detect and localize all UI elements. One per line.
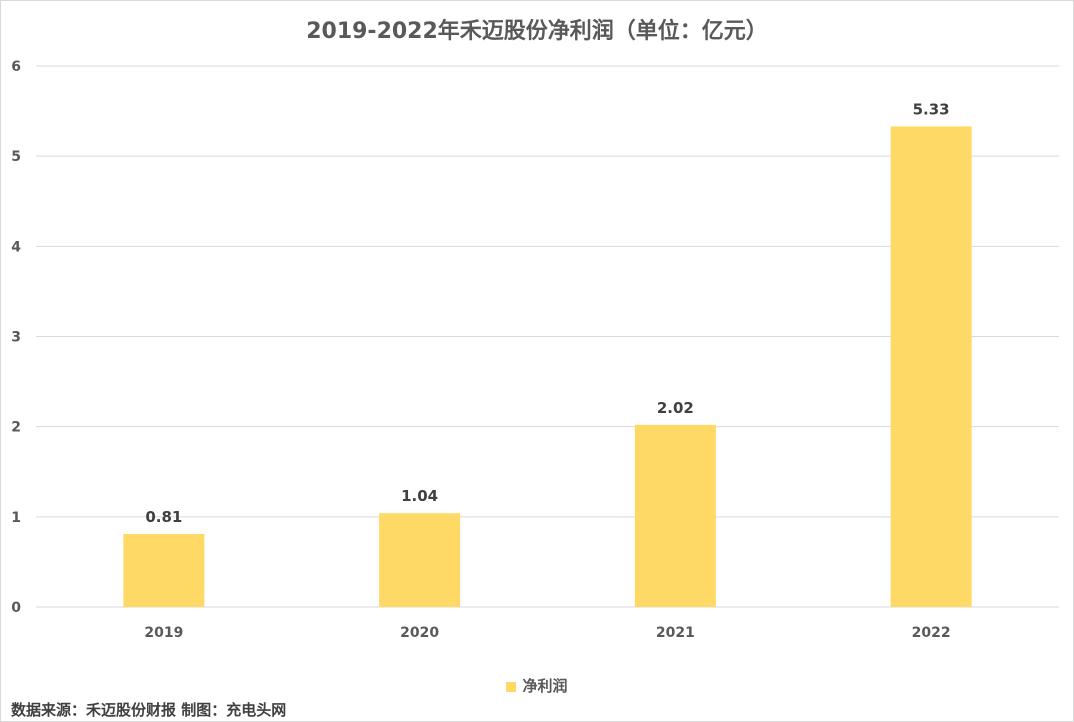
x-tick-label: 2019: [144, 625, 183, 641]
x-tick-label: 2022: [912, 625, 951, 641]
y-tick-label: 2: [11, 420, 21, 436]
bar: [123, 533, 205, 607]
bar: [634, 424, 716, 607]
y-tick-label: 5: [11, 149, 21, 165]
legend-label: 净利润: [522, 677, 568, 695]
bar: [379, 513, 461, 607]
y-tick-label: 1: [11, 510, 21, 526]
data-label: 1.04: [401, 487, 438, 505]
bar: [890, 126, 972, 607]
data-label: 0.81: [145, 508, 182, 526]
source-note: 数据来源：禾迈股份财报 制图：充电头网: [11, 701, 287, 719]
y-tick-label: 0: [11, 600, 21, 616]
x-tick-label: 2020: [400, 625, 439, 641]
data-label: 2.02: [657, 399, 694, 417]
chart-title: 2019-2022年禾迈股份净利润（单位：亿元）: [306, 19, 768, 44]
legend: 净利润: [1, 675, 1073, 696]
y-tick-label: 6: [11, 59, 21, 75]
y-tick-label: 4: [11, 239, 21, 255]
legend-swatch: [506, 681, 517, 692]
data-label: 5.33: [913, 100, 950, 118]
plot-area: 0 1 2 3 4 5 6 0.81 2019 1.04 2020 2.02 2021 5.33 2022: [11, 59, 1059, 641]
y-tick-label: 3: [11, 330, 21, 346]
x-tick-label: 2021: [656, 625, 695, 641]
